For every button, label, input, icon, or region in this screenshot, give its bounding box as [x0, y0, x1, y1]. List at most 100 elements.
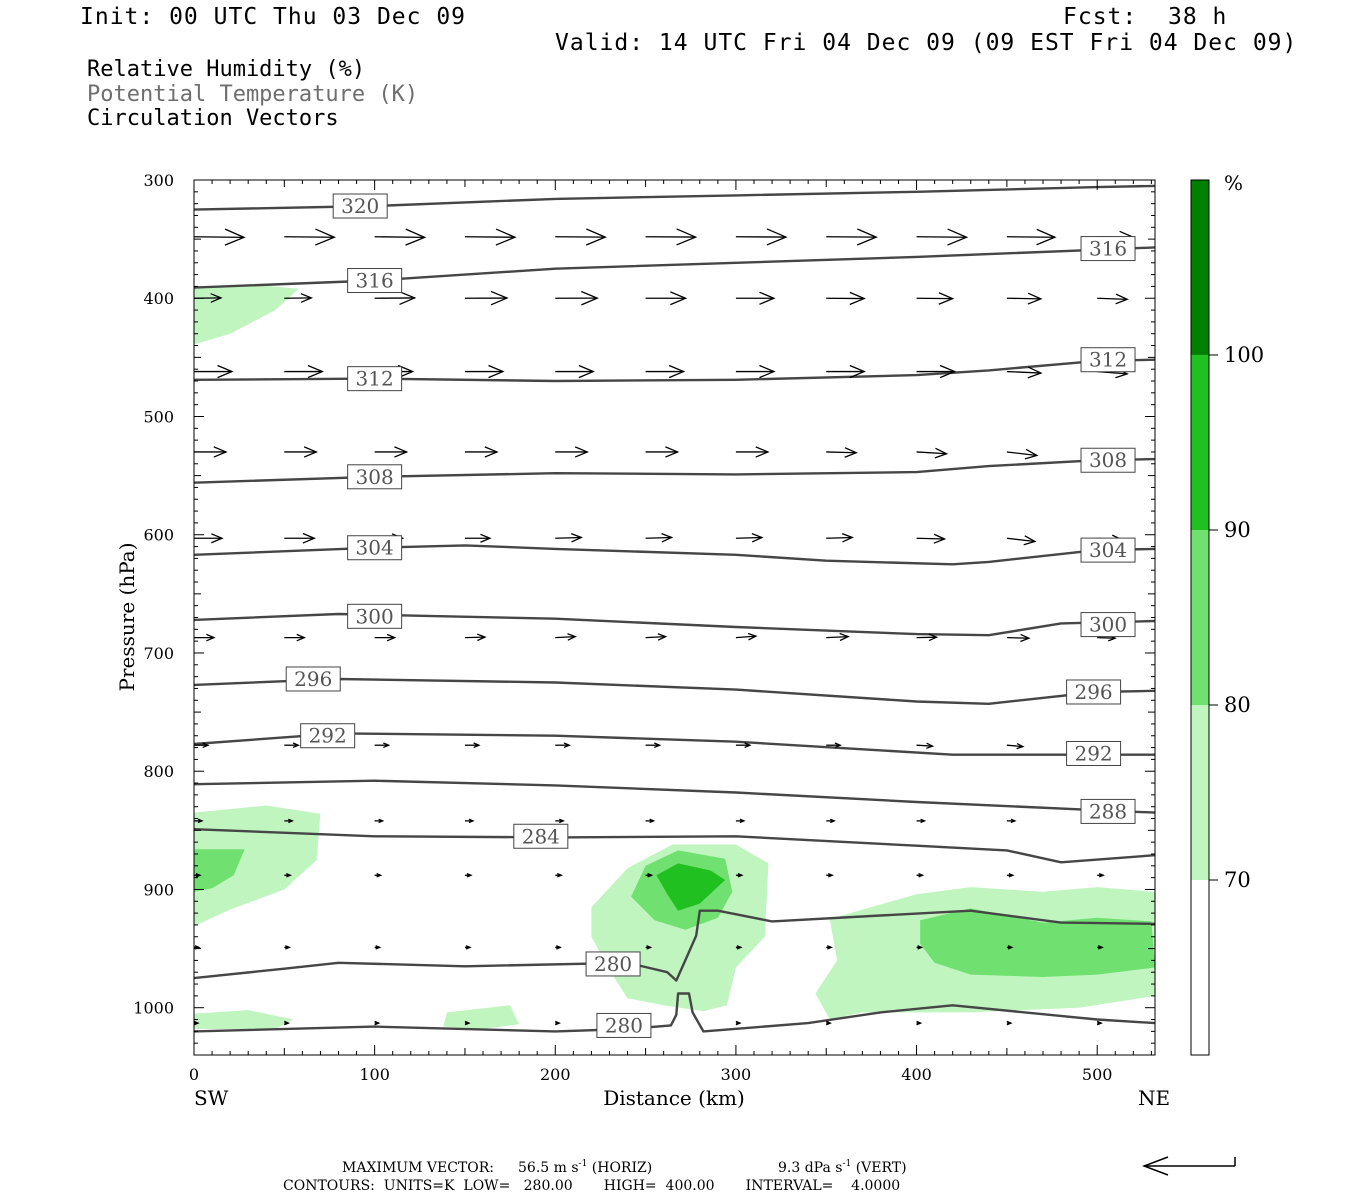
- svg-text:280: 280: [605, 1013, 643, 1037]
- circulation-vector: [555, 1020, 561, 1026]
- circulation-vector: [1097, 293, 1129, 305]
- contour-info: CONTOURS: UNITS=K LOW= 280.00 HIGH= 400.…: [283, 1178, 900, 1194]
- contour-labels: 320 316 316 312 312 308 308 304 304 300 300 296 296 2…: [285, 193, 1136, 1038]
- rh-region-80-90-1: [194, 849, 245, 892]
- svg-text:304: 304: [356, 536, 394, 560]
- circulation-vector: [464, 228, 517, 246]
- circulation-vector: [194, 1020, 200, 1026]
- circulation-vector: [916, 872, 925, 878]
- contour-label-284: 284: [513, 823, 569, 849]
- svg-text:284: 284: [522, 824, 560, 848]
- contour-label-280: 280: [596, 1012, 652, 1038]
- rh-region-80-90-7: [920, 908, 1155, 977]
- contour-label-296: 296: [1066, 679, 1122, 705]
- contour-label-308: 308: [1080, 447, 1136, 473]
- circulation-vector: [284, 446, 318, 458]
- circulation-vector: [284, 945, 291, 950]
- circulation-vector: [1006, 366, 1043, 379]
- circulation-vector: [735, 945, 743, 950]
- contour-label-280: 280: [585, 951, 641, 977]
- theta-contour-280-10: [194, 909, 1155, 982]
- circulation-vector: [194, 742, 210, 749]
- circulation-vector: [645, 364, 686, 379]
- circulation-vector: [916, 945, 924, 950]
- contour-label-316: 316: [347, 268, 403, 294]
- svg-text:316: 316: [1089, 237, 1127, 261]
- circulation-vector: [735, 364, 776, 379]
- circulation-vector: [916, 228, 969, 246]
- circulation-vector: [555, 872, 563, 878]
- rh-region-90-100-5: [656, 863, 726, 911]
- svg-text:312: 312: [1089, 348, 1127, 372]
- svg-text:304: 304: [1089, 538, 1127, 562]
- circulation-vector: [464, 818, 475, 824]
- circulation-vector: [374, 291, 417, 306]
- forecast-label: Fcst:: [1063, 4, 1138, 30]
- colorbar-bin-100plus: [1191, 180, 1209, 355]
- circulation-vector: [555, 633, 577, 641]
- field-relative-humidity: Relative Humidity (%): [87, 57, 366, 82]
- theta-contour-288-8: [194, 779, 1155, 814]
- y-tick-label: 400: [143, 289, 174, 308]
- forecast-hour: 38 h: [1168, 4, 1228, 30]
- circulation-vector: [374, 1020, 381, 1026]
- svg-text:296: 296: [294, 667, 332, 691]
- circulation-vector: [555, 818, 565, 824]
- circulation-vector: [916, 447, 949, 459]
- circulation-vector: [1097, 872, 1105, 878]
- circulation-vector: [555, 364, 595, 379]
- circulation-vector: [916, 364, 957, 379]
- circulation-vector: [645, 872, 654, 878]
- y-tick-label: 800: [143, 762, 174, 781]
- circulation-vector: [284, 633, 306, 642]
- circulation-vector: [1006, 742, 1025, 750]
- axis-ticks: 0 100 200 300 400 500 300 400 500 600 700 800 900 100…: [133, 171, 1155, 1084]
- circulation-vector: [735, 1020, 742, 1026]
- x-tick-label: 500: [1082, 1065, 1113, 1084]
- circulation-vector: [645, 446, 680, 458]
- theta-contour-280-11: [194, 992, 1155, 1033]
- ne-label: NE: [1138, 1086, 1170, 1110]
- circulation-vector: [464, 1020, 471, 1026]
- svg-text:296: 296: [1074, 680, 1112, 704]
- y-tick-label: 1000: [133, 999, 174, 1018]
- circulation-vector: [194, 872, 202, 878]
- colorbar: % 100 90 80 70: [1190, 171, 1264, 1056]
- circulation-vector: [1006, 633, 1031, 643]
- y-tick-label: 700: [143, 644, 174, 663]
- colorbar-bin-70-80: [1191, 705, 1209, 880]
- circulation-vector: [555, 290, 599, 306]
- colorbar-label-80: 80: [1224, 693, 1251, 717]
- x-tick-label: 200: [540, 1065, 571, 1084]
- circulation-vector: [464, 633, 487, 642]
- circulation-vector: [826, 364, 866, 379]
- x-tick-label: 300: [721, 1065, 752, 1084]
- circulation-vector: [464, 872, 473, 878]
- circulation-vector: [374, 633, 397, 642]
- theta-contour-312-2: [194, 358, 1155, 383]
- circulation-vector: [826, 228, 878, 246]
- colorbar-bin-80-90: [1191, 530, 1209, 705]
- circulation-vector: [194, 228, 246, 246]
- svg-text:288: 288: [1089, 799, 1127, 823]
- x-axis-title: Distance (km): [603, 1086, 745, 1110]
- colorbar-label-90: 90: [1224, 518, 1251, 542]
- theta-contour-304-4: [194, 544, 1155, 566]
- circulation-vector: [194, 818, 204, 824]
- circulation-vector: [735, 291, 776, 305]
- colorbar-unit: %: [1224, 171, 1243, 195]
- theta-contour-284-9: [194, 828, 1155, 864]
- circulation-vector: [735, 742, 752, 749]
- circulation-vector: [826, 447, 858, 458]
- contour-label-292: 292: [300, 723, 356, 749]
- circulation-vector: [555, 228, 607, 246]
- svg-text:320: 320: [341, 194, 379, 218]
- circulation-vector: [826, 533, 854, 543]
- y-tick-label: 500: [143, 407, 174, 426]
- circulation-vector: [284, 742, 300, 749]
- svg-text:300: 300: [1089, 613, 1127, 637]
- circulation-vector: [916, 533, 947, 544]
- circulation-vector: [1006, 292, 1043, 305]
- svg-text:292: 292: [1074, 741, 1112, 765]
- theta-contour-300-5: [194, 612, 1155, 637]
